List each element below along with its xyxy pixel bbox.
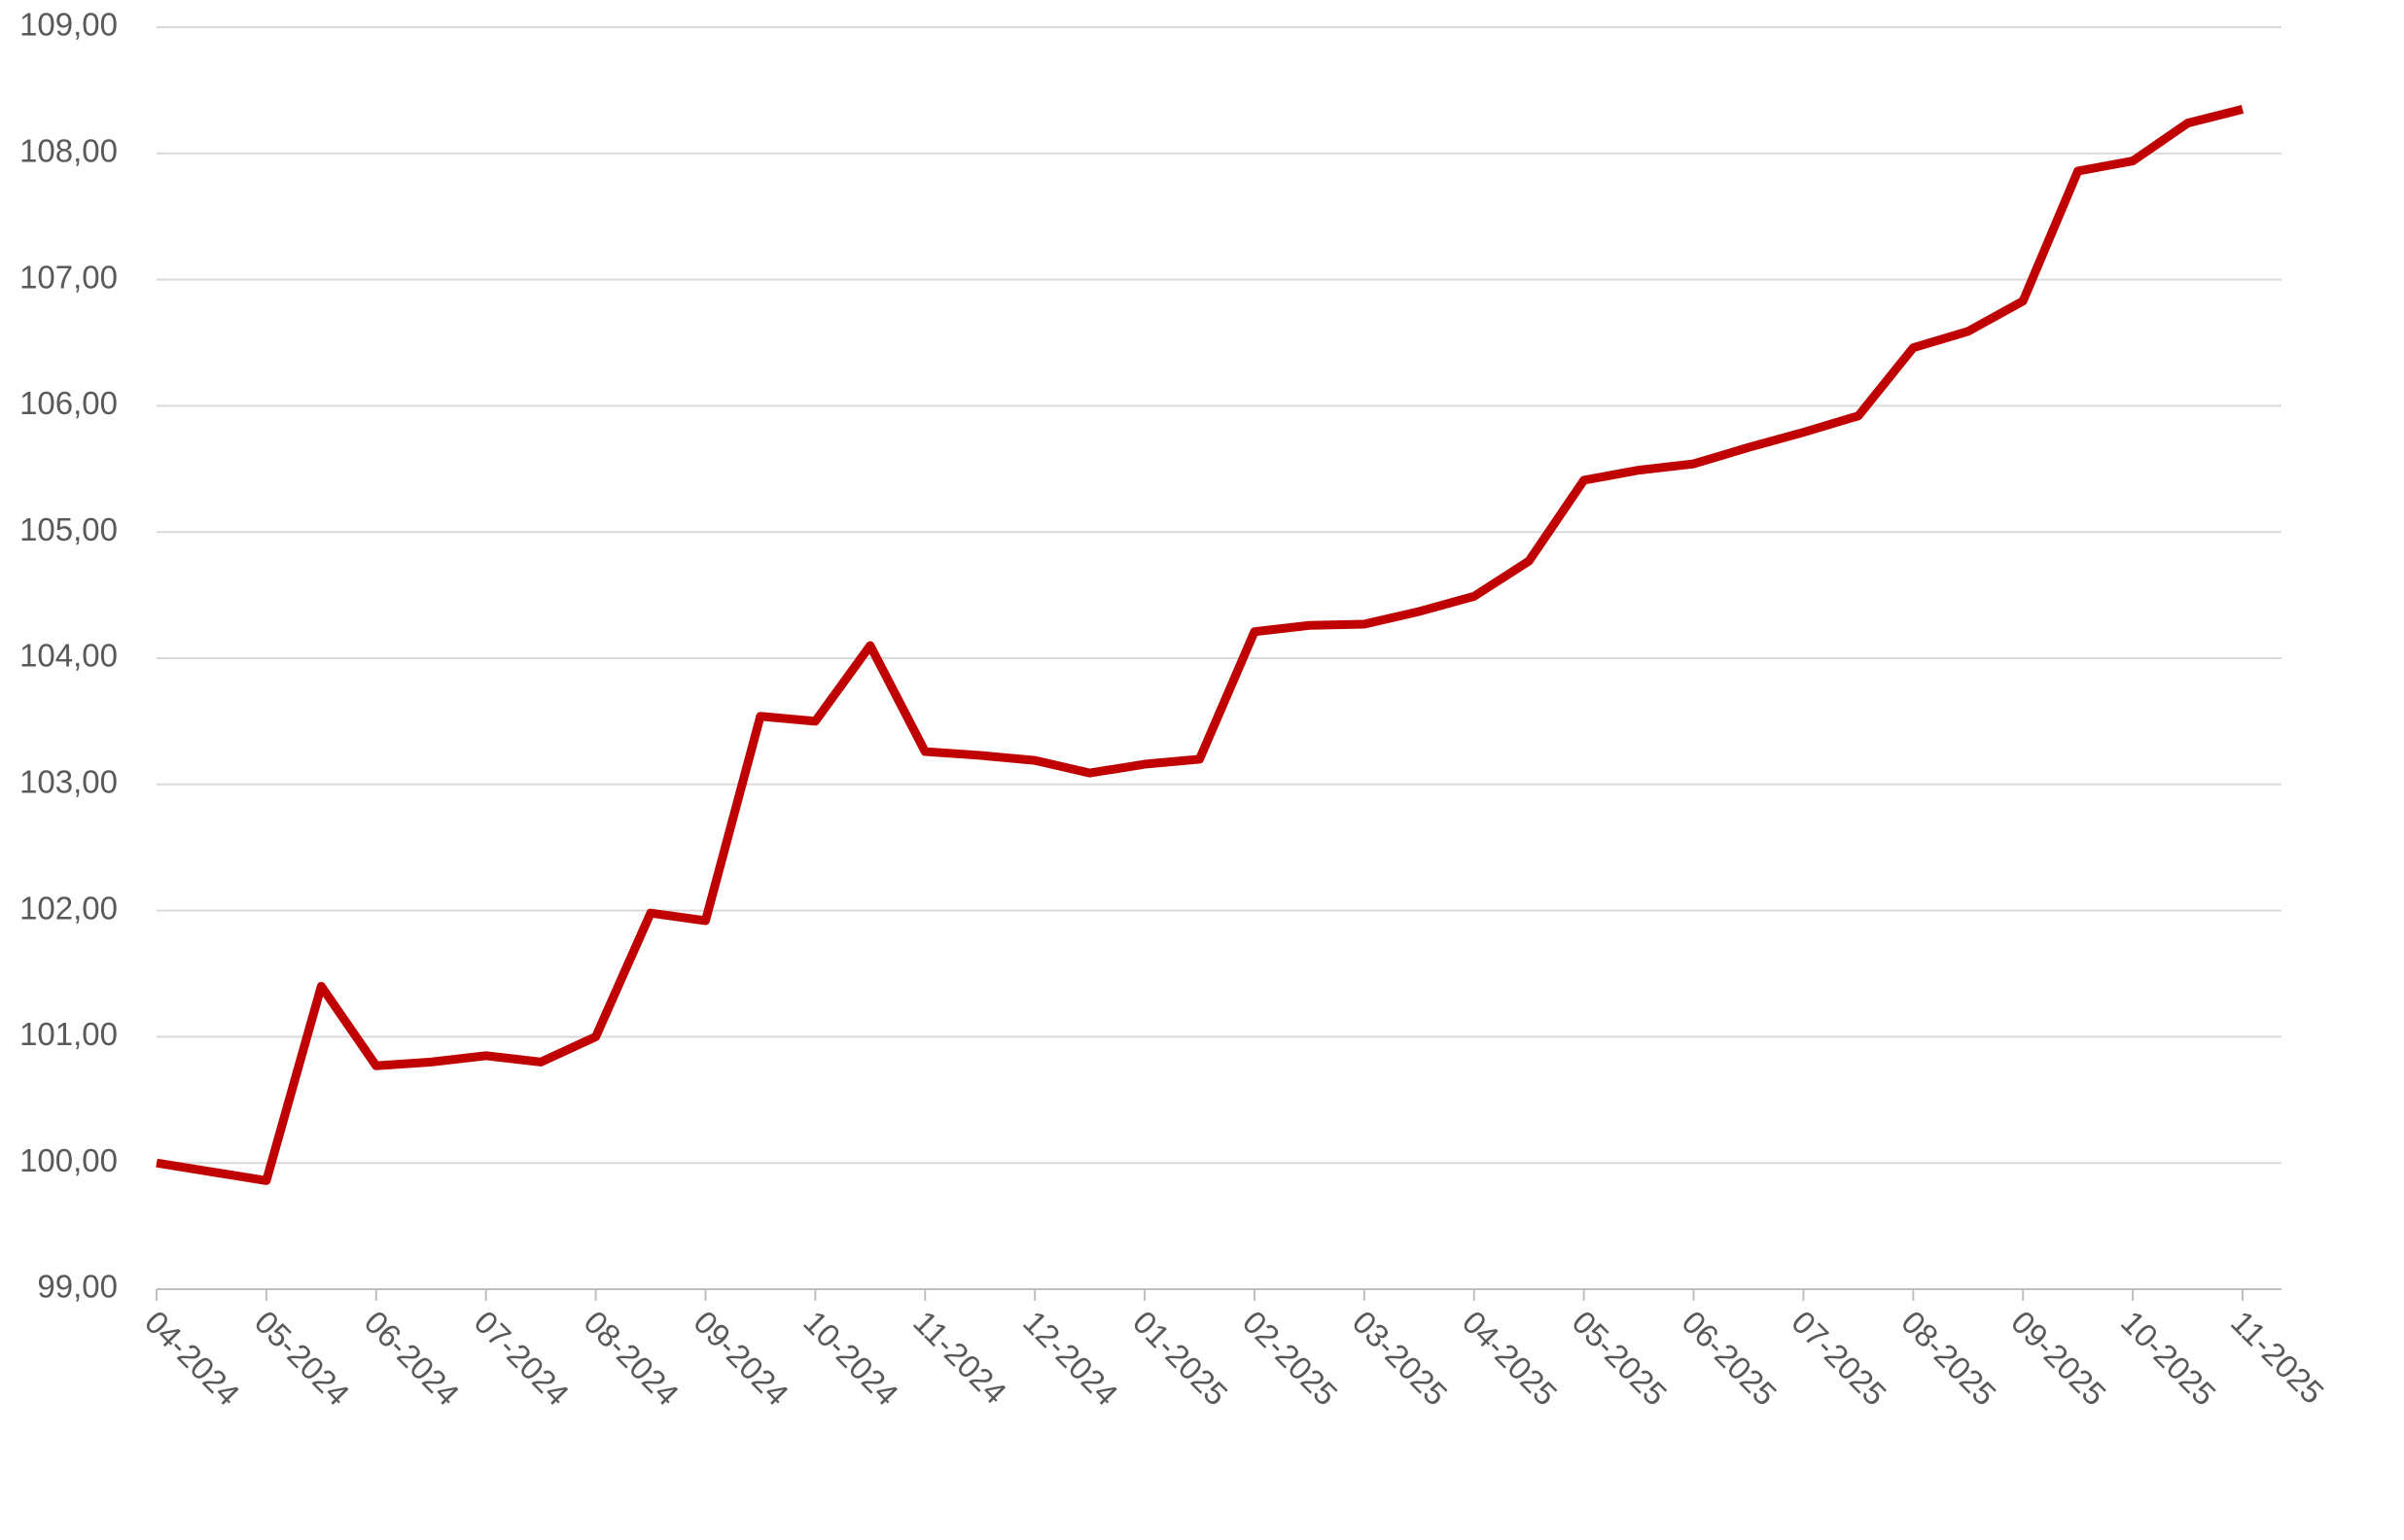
y-tick-label: 104,00: [19, 638, 118, 674]
x-tick-label: 04-2024: [138, 1304, 247, 1413]
x-tick-label: 08-2025: [1894, 1304, 2003, 1413]
x-tick-label: 12-2024: [1016, 1304, 1125, 1413]
y-tick-label: 101,00: [19, 1016, 118, 1052]
y-tick-label: 108,00: [19, 133, 118, 169]
x-tick-label: 05-2024: [248, 1304, 357, 1413]
y-tick-label: 105,00: [19, 511, 118, 547]
x-tick-label: 10-2025: [2114, 1304, 2223, 1413]
x-tick-label: 05-2025: [1566, 1304, 1675, 1413]
x-tick-label: 08-2024: [577, 1304, 686, 1413]
x-tick-label: 03-2025: [1346, 1304, 1455, 1413]
x-tick-label: 01-2025: [1126, 1304, 1235, 1413]
y-tick-label: 107,00: [19, 259, 118, 295]
x-tick-label: 09-2025: [2004, 1304, 2113, 1413]
line-series: [156, 105, 2245, 1185]
x-tick-label: 06-2024: [358, 1304, 467, 1413]
x-tick-label: 11-2024: [906, 1304, 1013, 1411]
x-tick-label: 07-2025: [1785, 1304, 1893, 1413]
y-tick-label: 99,00: [37, 1269, 118, 1305]
y-tick-label: 103,00: [19, 764, 118, 800]
x-tick-label: 07-2024: [468, 1304, 577, 1413]
x-tick-label: 06-2025: [1675, 1304, 1784, 1413]
x-tick-label: 02-2025: [1236, 1304, 1345, 1413]
y-tick-label: 106,00: [19, 385, 118, 421]
x-tick-label: 11-2025: [2224, 1304, 2331, 1411]
y-tick-label: 100,00: [19, 1142, 118, 1178]
x-tick-label: 04-2025: [1456, 1304, 1565, 1413]
x-tick-label: 09-2024: [687, 1304, 795, 1413]
y-tick-label: 102,00: [19, 890, 118, 926]
x-tick-label: 10-2024: [796, 1304, 905, 1413]
y-tick-label: 109,00: [19, 7, 118, 43]
